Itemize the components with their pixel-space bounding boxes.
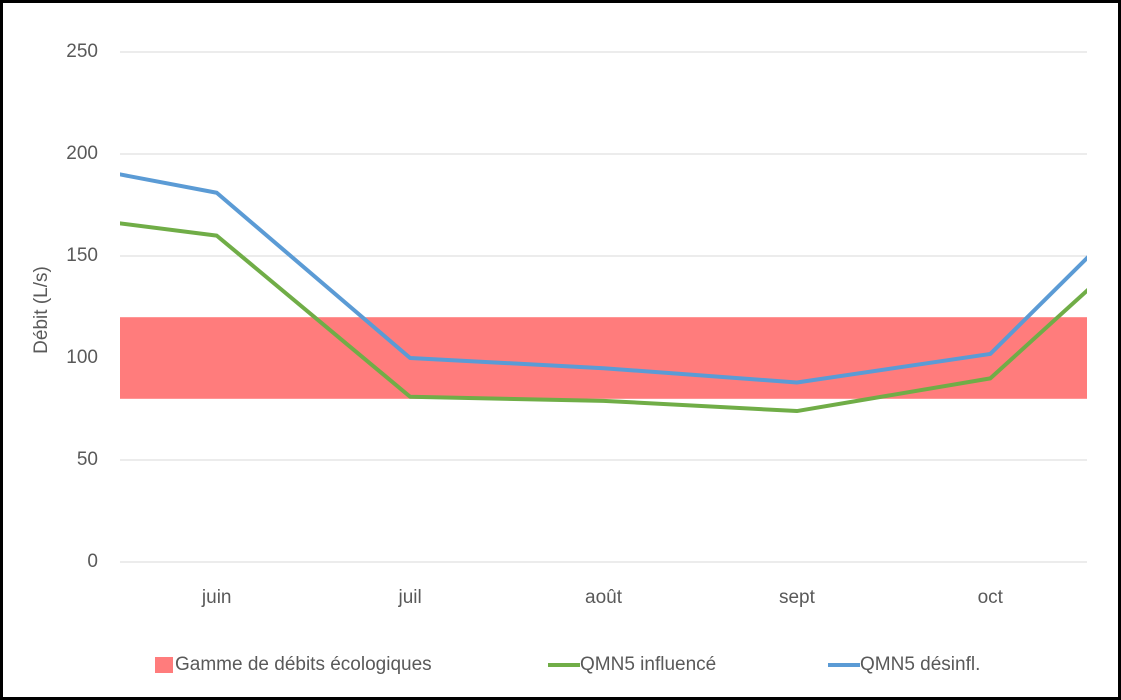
- y-tick-label: 0: [87, 551, 98, 572]
- y-tick-label: 50: [77, 449, 98, 470]
- x-tick-label: août: [585, 587, 623, 608]
- y-tick-label: 200: [66, 143, 98, 164]
- legend-label: Gamme de débits écologiques: [175, 654, 432, 675]
- x-tick-label: oct: [978, 587, 1004, 608]
- x-tick-label: sept: [779, 587, 816, 608]
- y-axis-label: Débit (L/s): [31, 266, 52, 354]
- series-line: [120, 172, 1087, 385]
- series-line: [120, 221, 1087, 414]
- y-tick-label: 250: [66, 41, 98, 62]
- legend-swatch: [155, 657, 173, 673]
- legend-label: QMN5 influencé: [580, 654, 716, 675]
- x-tick-label: juin: [201, 587, 232, 608]
- x-tick-label: juil: [397, 587, 421, 608]
- plot-area: [120, 172, 1087, 414]
- legend-label: QMN5 désinfl.: [860, 654, 980, 675]
- y-tick-label: 100: [66, 347, 98, 368]
- eco-band: [120, 317, 1087, 399]
- y-tick-label: 150: [66, 245, 98, 266]
